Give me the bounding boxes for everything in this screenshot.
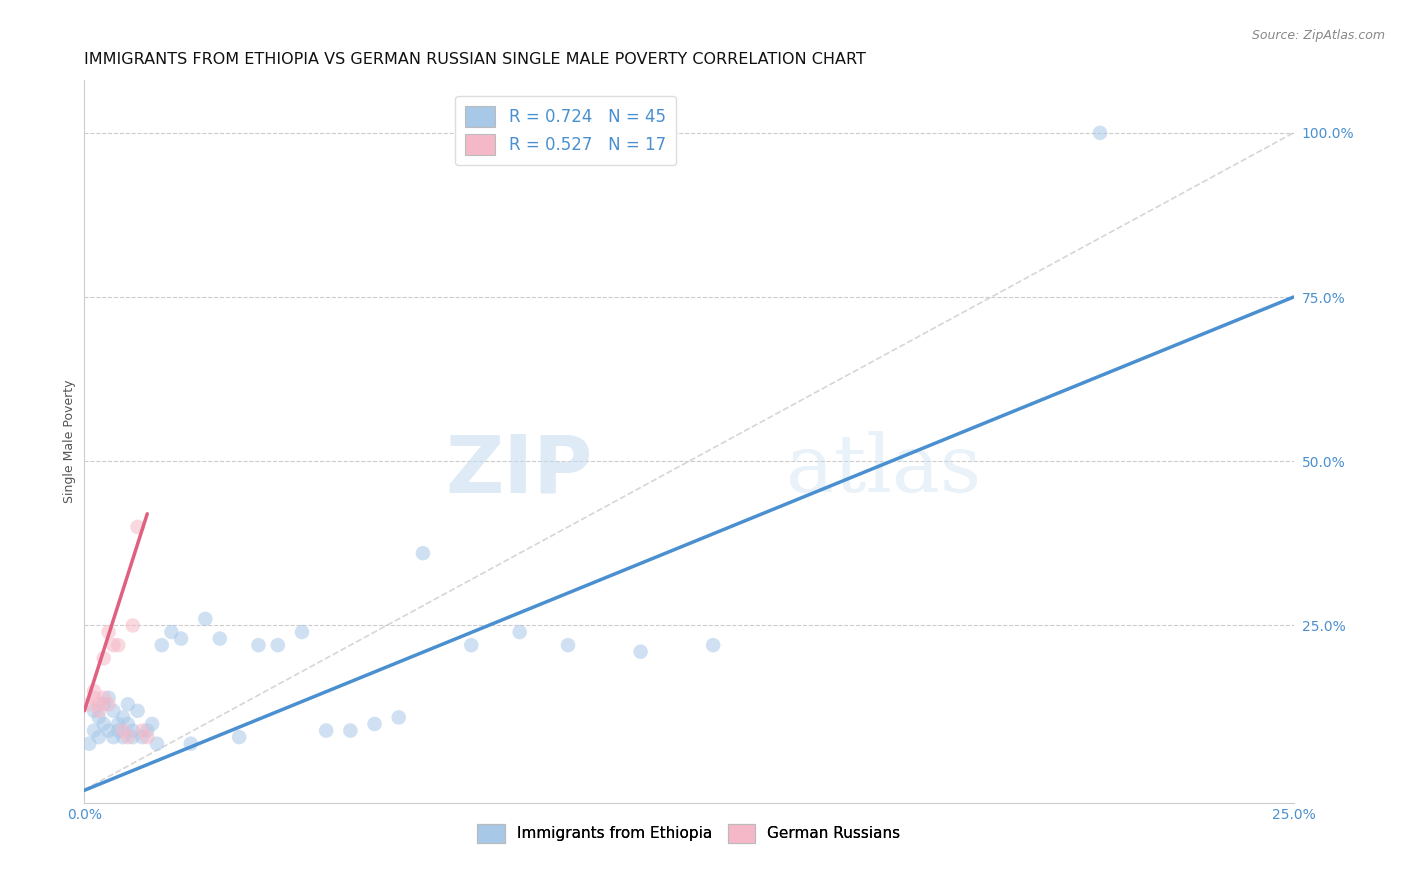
Point: [460, 638, 482, 652]
Point: [87, 704, 110, 718]
Point: [557, 638, 579, 652]
Point: [146, 737, 169, 751]
Point: [136, 730, 159, 744]
Point: [291, 625, 314, 640]
Point: [93, 690, 115, 705]
Point: [112, 730, 135, 744]
Point: [180, 737, 202, 751]
Point: [141, 717, 163, 731]
Text: ZIP: ZIP: [444, 432, 592, 509]
Point: [93, 698, 115, 712]
Point: [1088, 126, 1111, 140]
Point: [702, 638, 724, 652]
Point: [136, 723, 159, 738]
Point: [83, 684, 105, 698]
Point: [170, 632, 193, 646]
Point: [103, 730, 125, 744]
Point: [131, 723, 153, 738]
Point: [388, 710, 411, 724]
Point: [127, 520, 149, 534]
Point: [97, 698, 120, 712]
Point: [630, 645, 652, 659]
Point: [107, 717, 129, 731]
Text: IMMIGRANTS FROM ETHIOPIA VS GERMAN RUSSIAN SINGLE MALE POVERTY CORRELATION CHART: IMMIGRANTS FROM ETHIOPIA VS GERMAN RUSSI…: [84, 52, 866, 67]
Point: [107, 723, 129, 738]
Point: [103, 638, 125, 652]
Point: [228, 730, 250, 744]
Point: [93, 651, 115, 665]
Point: [107, 638, 129, 652]
Point: [267, 638, 290, 652]
Point: [83, 723, 105, 738]
Point: [127, 704, 149, 718]
Y-axis label: Single Male Poverty: Single Male Poverty: [63, 380, 76, 503]
Point: [112, 723, 135, 738]
Point: [160, 625, 183, 640]
Point: [117, 717, 139, 731]
Point: [97, 690, 120, 705]
Point: [112, 710, 135, 724]
Point: [77, 737, 100, 751]
Point: [83, 704, 105, 718]
Point: [194, 612, 217, 626]
Text: Source: ZipAtlas.com: Source: ZipAtlas.com: [1251, 29, 1385, 42]
Point: [97, 723, 120, 738]
Point: [121, 723, 143, 738]
Point: [315, 723, 337, 738]
Point: [83, 690, 105, 705]
Point: [121, 618, 143, 632]
Point: [93, 717, 115, 731]
Point: [87, 710, 110, 724]
Point: [87, 698, 110, 712]
Point: [412, 546, 434, 560]
Point: [77, 698, 100, 712]
Point: [339, 723, 361, 738]
Point: [87, 730, 110, 744]
Point: [103, 704, 125, 718]
Point: [97, 625, 120, 640]
Point: [117, 698, 139, 712]
Legend: Immigrants from Ethiopia, German Russians: Immigrants from Ethiopia, German Russian…: [471, 817, 907, 849]
Point: [150, 638, 173, 652]
Point: [117, 730, 139, 744]
Text: atlas: atlas: [786, 432, 981, 509]
Point: [121, 730, 143, 744]
Point: [363, 717, 385, 731]
Point: [247, 638, 270, 652]
Point: [131, 730, 153, 744]
Point: [208, 632, 231, 646]
Point: [509, 625, 531, 640]
